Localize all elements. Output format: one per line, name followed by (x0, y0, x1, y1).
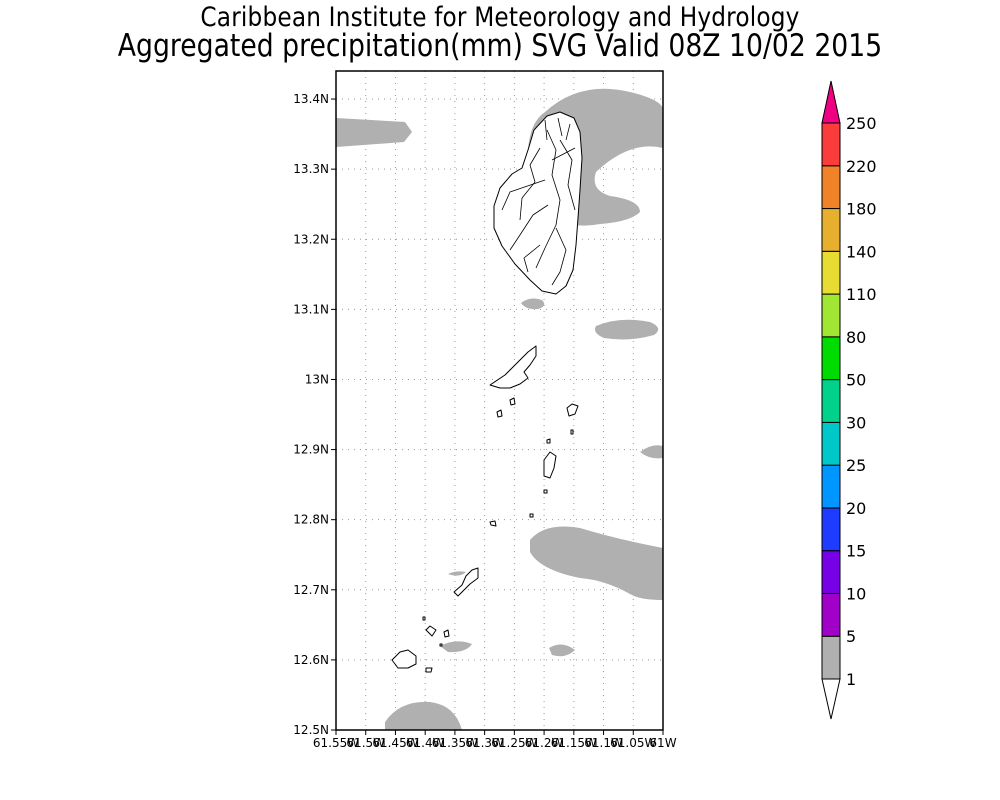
colorbar-label: 80 (846, 328, 866, 347)
lon-tick-label: 61.2W (525, 736, 564, 750)
lat-tick-label: 12.9N (293, 443, 329, 457)
precip-area-east-2 (640, 445, 663, 459)
colorbar-band (821, 379, 841, 423)
lon-tick-label: 61.55W (313, 736, 359, 750)
lon-tick-label: 61.1W (584, 736, 623, 750)
precip-area-small-1 (521, 298, 545, 310)
bequia-island (489, 345, 537, 389)
chart-title: Caribbean Institute for Meteorology and … (200, 2, 800, 33)
colorbar-label: 50 (846, 371, 866, 390)
lon-tick-label: 61.15W (551, 736, 597, 750)
colorbar-over-arrow (821, 80, 841, 124)
lon-tick-label: 61.4W (406, 736, 445, 750)
islet-2 (496, 409, 503, 418)
colorbar-band (821, 507, 841, 552)
colorbar-label: 110 (846, 285, 877, 304)
lat-tick-label: 12.8N (293, 513, 329, 527)
colorbar-label: 15 (846, 542, 866, 561)
chart-subtitle: Aggregated precipitation(mm) SVG Valid 0… (117, 28, 883, 64)
colorbar-band (821, 122, 841, 167)
lon-tick-label: 61.3W (465, 736, 504, 750)
colorbar-band (821, 165, 841, 210)
lat-tick-label: 13.4N (293, 92, 329, 106)
islet-7 (422, 616, 426, 621)
colorbar-band (821, 592, 841, 637)
precip-area-small-4 (549, 644, 575, 657)
colorbar-label: 20 (846, 499, 866, 518)
lon-tick-label: 61W (649, 736, 676, 750)
colorbar-band (821, 464, 841, 509)
lon-tick-label: 61.5W (346, 736, 385, 750)
island-interior-contours (501, 117, 576, 286)
colorbar-label: 180 (846, 200, 877, 219)
island-outlines (391, 111, 583, 673)
map-frame (335, 70, 664, 731)
precip-area-southeast (530, 526, 663, 600)
colorbar-band (821, 208, 841, 252)
petite-martinique (443, 629, 450, 638)
precip-area-small-2 (448, 571, 466, 576)
lat-tick-label: 13.3N (293, 162, 329, 176)
colorbar-label: 10 (846, 584, 866, 603)
colorbar-band (821, 250, 841, 295)
islet-5 (570, 429, 574, 435)
precipitation-areas (336, 88, 663, 730)
islet-4 (546, 438, 551, 444)
colorbar-band (821, 635, 841, 680)
colorbar-label: 5 (846, 627, 856, 646)
islet-6 (529, 513, 534, 518)
union-island (453, 567, 479, 597)
lat-tick-label: 13.2N (293, 232, 329, 246)
colorbar-band (821, 550, 841, 594)
precip-area-small-3 (440, 641, 472, 653)
mayreau-island (489, 520, 497, 527)
precip-area-south (385, 701, 462, 730)
lat-tick-label: 12.7N (293, 583, 329, 597)
carriacou-island (391, 649, 417, 669)
colorbar-label: 1 (846, 670, 856, 689)
colorbar-label: 30 (846, 413, 866, 432)
map-grid (335, 71, 664, 731)
islet-1 (425, 667, 433, 673)
map-axes: 13.4N 13.3N 13.2N 13.1N 13N 12.9N 12.8N 12.7N 12… (293, 92, 676, 750)
lat-tick-label: 12.5N (293, 723, 329, 737)
colorbar-label: 220 (846, 157, 877, 176)
lon-tick-label: 61.25W (491, 736, 537, 750)
canouan-island (543, 451, 557, 479)
colorbar-band (821, 421, 841, 466)
colorbar-under-arrow (821, 678, 841, 720)
precip-area-north (336, 118, 412, 147)
colorbar-band (821, 336, 841, 381)
carriacou-small (425, 625, 437, 637)
mustique-island (566, 403, 579, 417)
precip-area-east-1 (595, 319, 659, 340)
islet-3 (509, 397, 516, 406)
lon-tick-label: 61.05W (610, 736, 656, 750)
lon-tick-label: 61.35W (432, 736, 478, 750)
lat-tick-label: 12.6N (293, 653, 329, 667)
lat-tick-label: 13.1N (293, 302, 329, 316)
islet-8 (439, 643, 443, 647)
colorbar-label: 25 (846, 456, 866, 475)
colorbar-label: 250 (846, 114, 877, 133)
lat-tick-label: 13N (305, 372, 329, 386)
colorbar-band (821, 293, 841, 338)
colorbar-label: 140 (846, 242, 877, 261)
islet-9 (543, 489, 548, 494)
lon-tick-label: 61.45W (372, 736, 418, 750)
saint-vincent-island (493, 111, 583, 295)
